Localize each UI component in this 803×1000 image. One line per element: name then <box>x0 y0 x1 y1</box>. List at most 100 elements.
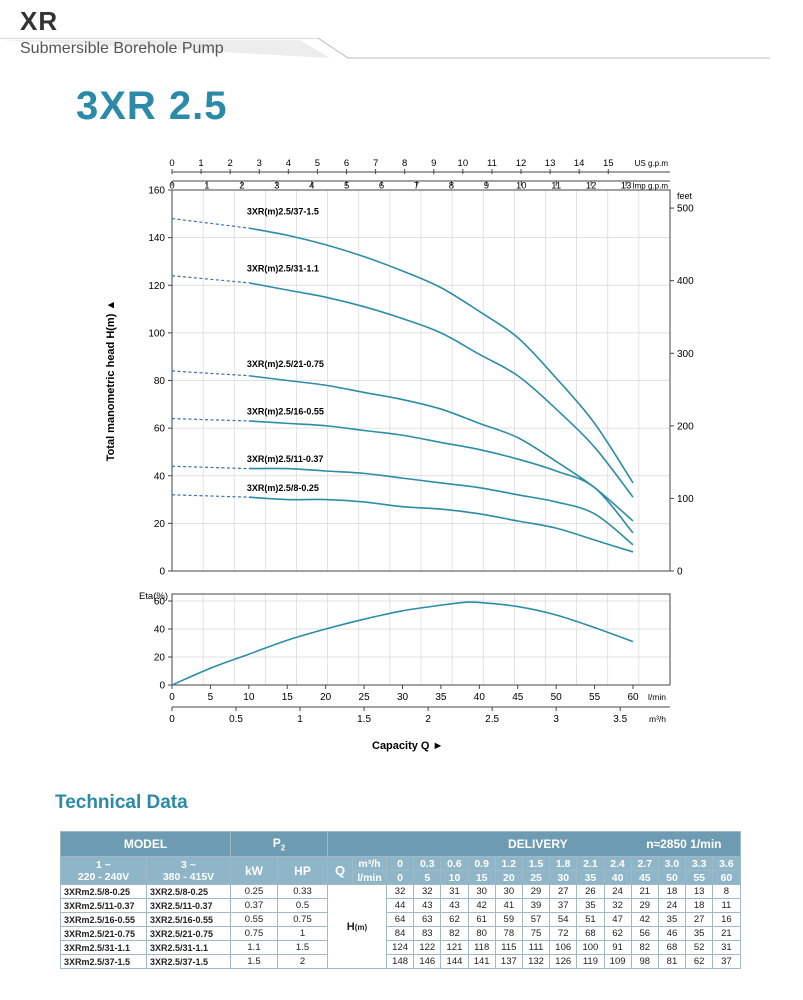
q-lmin: 15 <box>467 870 496 885</box>
head-value: 137 <box>494 954 523 969</box>
eta-y-tick-label: 20 <box>154 653 166 664</box>
head-value: 11 <box>712 898 741 913</box>
head-value: 62 <box>603 926 632 941</box>
curve-extrapolation <box>171 275 249 284</box>
power-kw: 0.37 <box>230 898 278 913</box>
power-kw: 0.75 <box>230 926 278 941</box>
head-value: 24 <box>657 898 687 913</box>
head-value: 21 <box>630 884 659 899</box>
q-m3h: 1.5 <box>521 856 551 871</box>
top-imp-tick-label: 3 <box>274 181 279 192</box>
head-value: 57 <box>521 912 551 927</box>
curve-line <box>248 467 634 546</box>
top-us-tick-label: 10 <box>458 158 469 169</box>
curve-line <box>248 374 634 522</box>
top-imp-tick-label: 12 <box>586 181 597 192</box>
y2-tick-label: 400 <box>677 276 694 287</box>
y-tick-label: 160 <box>148 186 165 197</box>
head-value: 111 <box>521 940 551 955</box>
header-band <box>0 38 770 59</box>
x-m3h-tick-label: 2.5 <box>485 714 499 725</box>
delivery-header: DELIVERY n≈2850 1/min <box>327 831 741 857</box>
y-tick-label: 80 <box>154 376 166 387</box>
q-lmin: 55 <box>685 870 714 885</box>
head-value: 32 <box>385 884 415 899</box>
x-lmin-tick-label: 35 <box>435 692 447 703</box>
head-value: 35 <box>657 912 687 927</box>
model-1phase: 3XRm2.5/31-1.1 <box>60 940 147 955</box>
top-us-tick-label: 13 <box>545 158 556 169</box>
x-lmin-tick-label: 5 <box>208 692 214 703</box>
top-imp-tick-label: 10 <box>516 181 527 192</box>
unit-m3h: m³/h <box>352 856 387 871</box>
top-us-tick-label: 7 <box>373 158 378 169</box>
power-hp: 0.33 <box>277 884 328 899</box>
head-value: 109 <box>603 954 632 969</box>
head-value: 31 <box>440 884 469 899</box>
top-us-tick-label: 15 <box>603 158 614 169</box>
head-value: 124 <box>385 940 415 955</box>
top-us-tick-label: 3 <box>257 158 262 169</box>
model-3phase: 3XR2.5/21-0.75 <box>146 926 231 941</box>
y-tick-label: 40 <box>154 471 166 482</box>
head-value: 83 <box>413 926 442 941</box>
head-value: 75 <box>521 926 551 941</box>
head-value: 63 <box>413 912 442 927</box>
head-value: 41 <box>494 898 523 913</box>
header-subtitle: Submersible Borehole Pump <box>20 40 224 57</box>
q-m3h: 3.6 <box>712 856 741 871</box>
top-us-label: US g.p.m <box>635 159 669 168</box>
q-m3h: 1.8 <box>549 856 578 871</box>
eta-y-tick-label: 40 <box>154 625 166 636</box>
curve-line <box>248 282 634 498</box>
head-value: 35 <box>685 926 714 941</box>
y-tick-label: 20 <box>154 519 166 530</box>
head-value: 141 <box>467 954 496 969</box>
head-label: H(m) <box>327 884 387 969</box>
head-value: 24 <box>603 884 632 899</box>
power-kw: 1.5 <box>230 954 278 969</box>
model-1phase: 3XRm2.5/11-0.37 <box>60 898 147 913</box>
y2-axis-label: feet <box>677 191 693 201</box>
power-hp: 1 <box>277 926 328 941</box>
head-label-unit: (m) <box>354 922 368 932</box>
single-phase-header: 1 ~220 - 240V <box>60 856 147 885</box>
head-value: 42 <box>467 898 496 913</box>
top-us-tick-label: 8 <box>402 158 407 169</box>
q-m3h: 0.9 <box>467 856 496 871</box>
curve-extrapolation <box>171 494 249 498</box>
head-value: 115 <box>494 940 523 955</box>
y-axis-label: Total manometric head H(m) ▲ <box>105 300 117 462</box>
head-value: 13 <box>685 884 714 899</box>
head-value: 81 <box>657 954 687 969</box>
x-lmin-tick-label: 40 <box>474 692 486 703</box>
table-row: 3XRm2.5/11-0.37 3XR2.5/11-0.37 0.37 0.5 44 43… <box>60 898 741 913</box>
top-imp-tick-label: 4 <box>309 181 314 192</box>
head-value: 121 <box>440 940 469 955</box>
head-value: 29 <box>521 884 551 899</box>
x-lmin-tick-label: 55 <box>589 692 601 703</box>
head-value: 44 <box>385 898 415 913</box>
top-us-tick-label: 9 <box>431 158 436 169</box>
head-value: 118 <box>467 940 496 955</box>
eta-axis-label: Eta(%) <box>139 591 168 602</box>
y-tick-label: 140 <box>148 233 165 244</box>
head-value: 61 <box>467 912 496 927</box>
top-imp-tick-label: 13 <box>621 181 632 192</box>
head-value: 132 <box>521 954 551 969</box>
model-1phase: 3XRm2.5/37-1.5 <box>60 954 147 969</box>
top-us-tick-label: 12 <box>516 158 527 169</box>
head-value: 8 <box>712 884 741 899</box>
power-kw: 0.55 <box>230 912 278 927</box>
head-value: 68 <box>657 940 687 955</box>
top-imp-label: Imp g.p.m <box>632 182 668 191</box>
x-lmin-tick-label: 20 <box>320 692 332 703</box>
q-m3h: 2.1 <box>576 856 605 871</box>
head-value: 56 <box>630 926 659 941</box>
x-lmin-tick-label: 0 <box>169 692 175 703</box>
x-m3h-tick-label: 1 <box>297 714 303 725</box>
table-row: 3XRm2.5/16-0.55 3XR2.5/16-0.55 0.55 0.75 64 6… <box>60 912 741 927</box>
y-tick-label: 60 <box>154 424 166 435</box>
head-value: 39 <box>521 898 551 913</box>
x-m3h-tick-label: 0.5 <box>229 714 243 725</box>
